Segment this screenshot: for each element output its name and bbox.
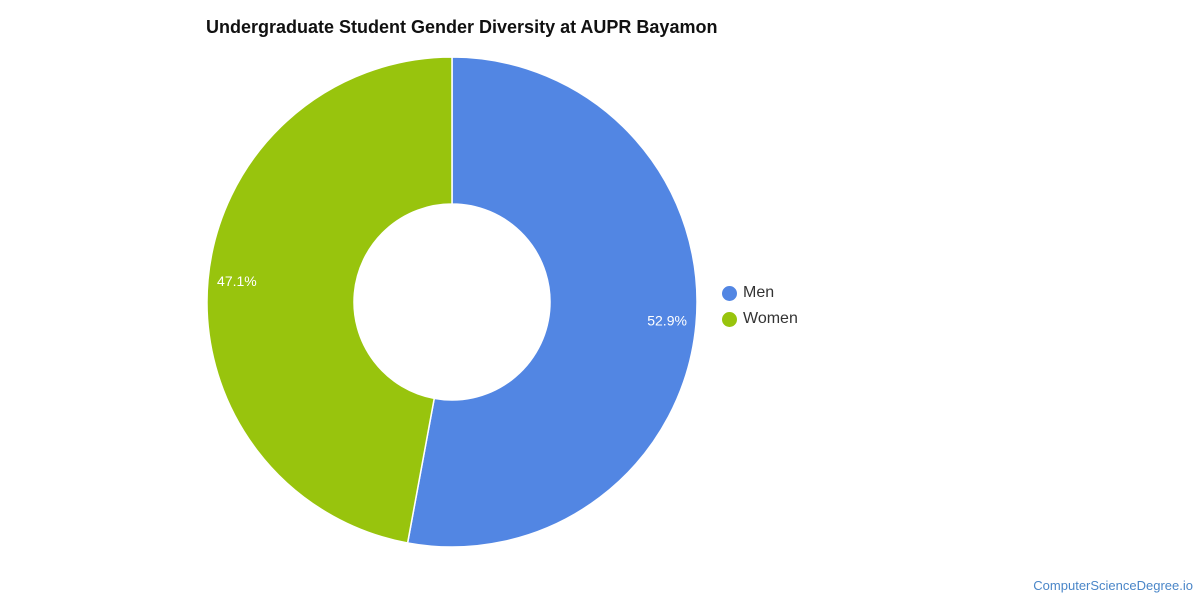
chart-legend: Men Women (722, 280, 798, 332)
legend-item-men[interactable]: Men (722, 280, 798, 306)
slice-value-label-women: 47.1% (217, 273, 257, 289)
chart-title: Undergraduate Student Gender Diversity a… (206, 17, 718, 37)
legend-swatch-women (722, 311, 737, 327)
source-credit-link[interactable]: ComputerScienceDegree.io (1033, 578, 1193, 593)
legend-swatch-men (722, 285, 737, 301)
legend-label-women: Women (743, 310, 798, 327)
donut-slice-women[interactable] (206, 56, 453, 544)
slice-value-label-men: 52.9% (647, 312, 687, 328)
legend-label-men: Men (743, 284, 775, 301)
donut-slice-men[interactable] (406, 56, 698, 548)
legend-item-women[interactable]: Women (722, 306, 798, 332)
